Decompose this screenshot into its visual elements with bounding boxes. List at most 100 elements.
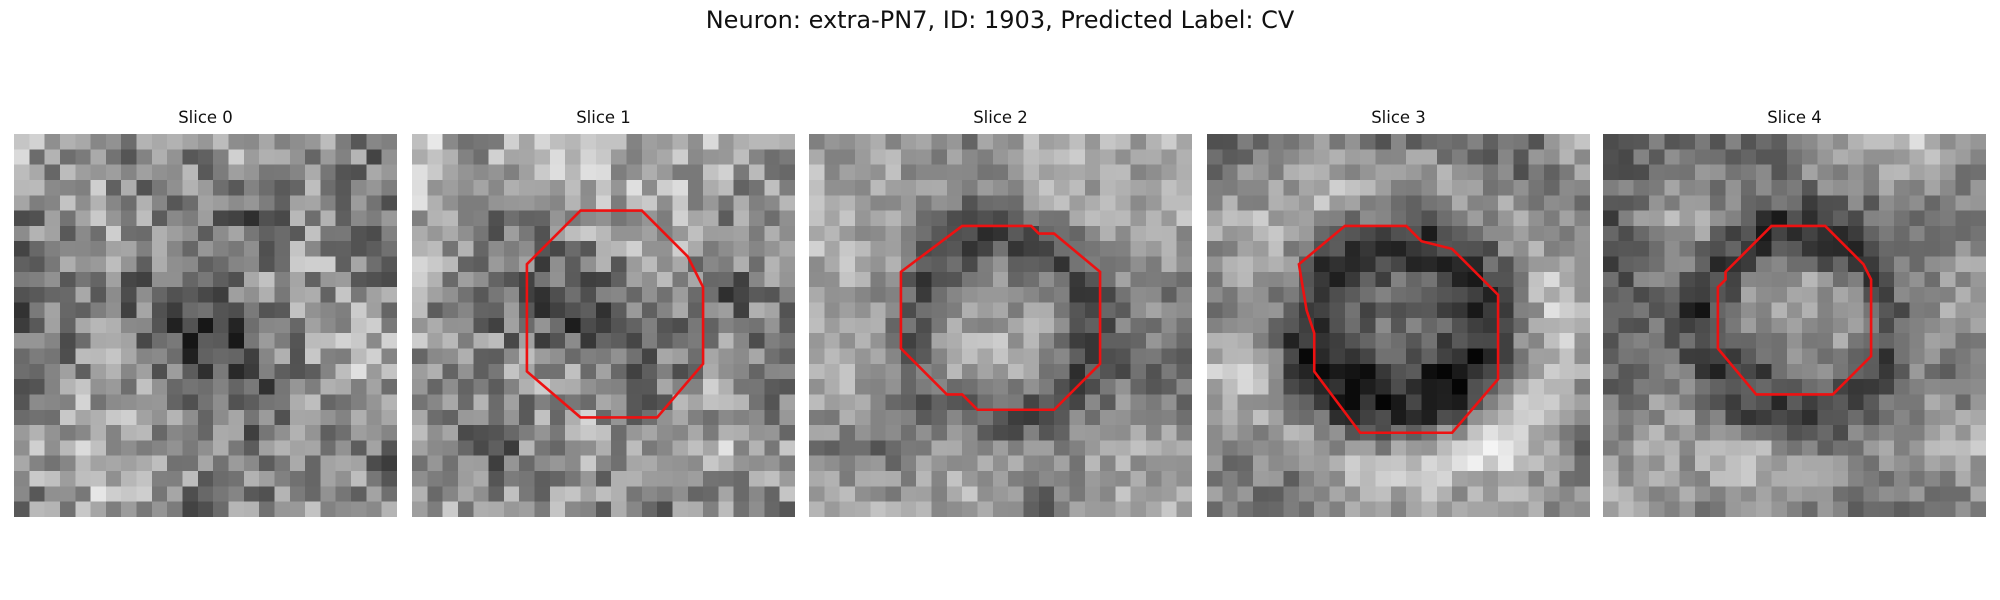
pixel (931, 333, 948, 349)
pixel (1421, 302, 1438, 319)
pixel (488, 471, 505, 487)
pixel (442, 440, 459, 457)
pixel (1955, 210, 1971, 227)
pixel (213, 210, 229, 227)
pixel (1130, 501, 1147, 517)
pixel (1710, 179, 1726, 196)
pixel (962, 501, 978, 517)
pixel (733, 455, 750, 472)
pixel (412, 440, 428, 457)
pixel (151, 317, 168, 334)
pixel (427, 302, 443, 319)
pixel (1863, 256, 1880, 273)
pixel (854, 317, 871, 334)
pixel (977, 302, 994, 319)
pixel (962, 256, 978, 273)
pixel (259, 409, 275, 426)
pixel (626, 287, 643, 303)
pixel (1924, 225, 1941, 242)
pixel (90, 455, 107, 472)
pixel (1878, 287, 1895, 303)
pixel (1878, 302, 1895, 319)
pixel (136, 440, 153, 457)
pixel (1618, 440, 1634, 457)
pixel (1740, 394, 1757, 411)
pixel (1710, 164, 1726, 181)
pixel (1633, 179, 1650, 196)
pixel (1054, 179, 1070, 196)
pixel (534, 363, 551, 380)
pixel (228, 455, 245, 472)
pixel (1544, 348, 1560, 365)
pixel (1633, 302, 1650, 319)
pixel (1038, 425, 1055, 441)
pixel (1329, 271, 1346, 288)
pixel (854, 271, 871, 288)
pixel (1421, 348, 1438, 365)
pixel (1207, 379, 1223, 395)
pixel (1970, 134, 1986, 150)
pixel (1955, 333, 1971, 349)
pixel (885, 287, 902, 303)
pixel (1725, 134, 1742, 150)
pixel (1467, 348, 1484, 365)
pixel (29, 501, 45, 517)
pixel (1283, 225, 1300, 242)
pixel (427, 210, 443, 227)
pixel (1467, 409, 1484, 426)
pixel (1725, 317, 1742, 334)
pixel (1618, 317, 1634, 334)
pixel (351, 501, 367, 517)
pixel (228, 394, 245, 411)
pixel (1513, 486, 1530, 502)
pixel (870, 195, 886, 211)
pixel (412, 225, 428, 242)
pixel (1237, 302, 1254, 319)
pixel (1603, 379, 1619, 395)
pixel (1725, 348, 1742, 365)
pixel (1054, 149, 1070, 165)
pixel (1679, 333, 1696, 349)
pixel (44, 287, 61, 303)
pixel (1694, 225, 1711, 242)
pixel (182, 134, 199, 150)
pixel (274, 409, 291, 426)
pixel (503, 333, 520, 349)
pixel (992, 455, 1009, 472)
pixel (1038, 363, 1055, 380)
pixel (488, 164, 505, 181)
pixel (885, 302, 902, 319)
pixel (1252, 317, 1269, 334)
pixel (1436, 501, 1453, 517)
pixel (1832, 471, 1849, 487)
pixel (824, 486, 840, 502)
pixel (1710, 501, 1726, 517)
pixel (626, 149, 643, 165)
pixel (1054, 379, 1070, 395)
pixel (595, 471, 612, 487)
pixel (657, 271, 673, 288)
pixel (1817, 164, 1834, 181)
pixel (1817, 302, 1834, 319)
pixel (1618, 425, 1634, 441)
pixel (1161, 333, 1177, 349)
pixel (672, 425, 689, 441)
pixel (473, 164, 489, 181)
pixel (1130, 486, 1147, 502)
pixel (809, 195, 825, 211)
pixel (1344, 409, 1361, 426)
pixel (1421, 363, 1438, 380)
pixel (916, 455, 932, 472)
pixel (105, 225, 122, 242)
pixel (1970, 501, 1986, 517)
pixel (366, 134, 382, 150)
pixel (733, 471, 750, 487)
pixel (335, 134, 352, 150)
pixel (916, 333, 932, 349)
pixel (626, 179, 643, 196)
pixel (366, 486, 382, 502)
pixel (870, 164, 886, 181)
pixel (733, 179, 750, 196)
pixel (1618, 287, 1634, 303)
pixel (672, 317, 689, 334)
